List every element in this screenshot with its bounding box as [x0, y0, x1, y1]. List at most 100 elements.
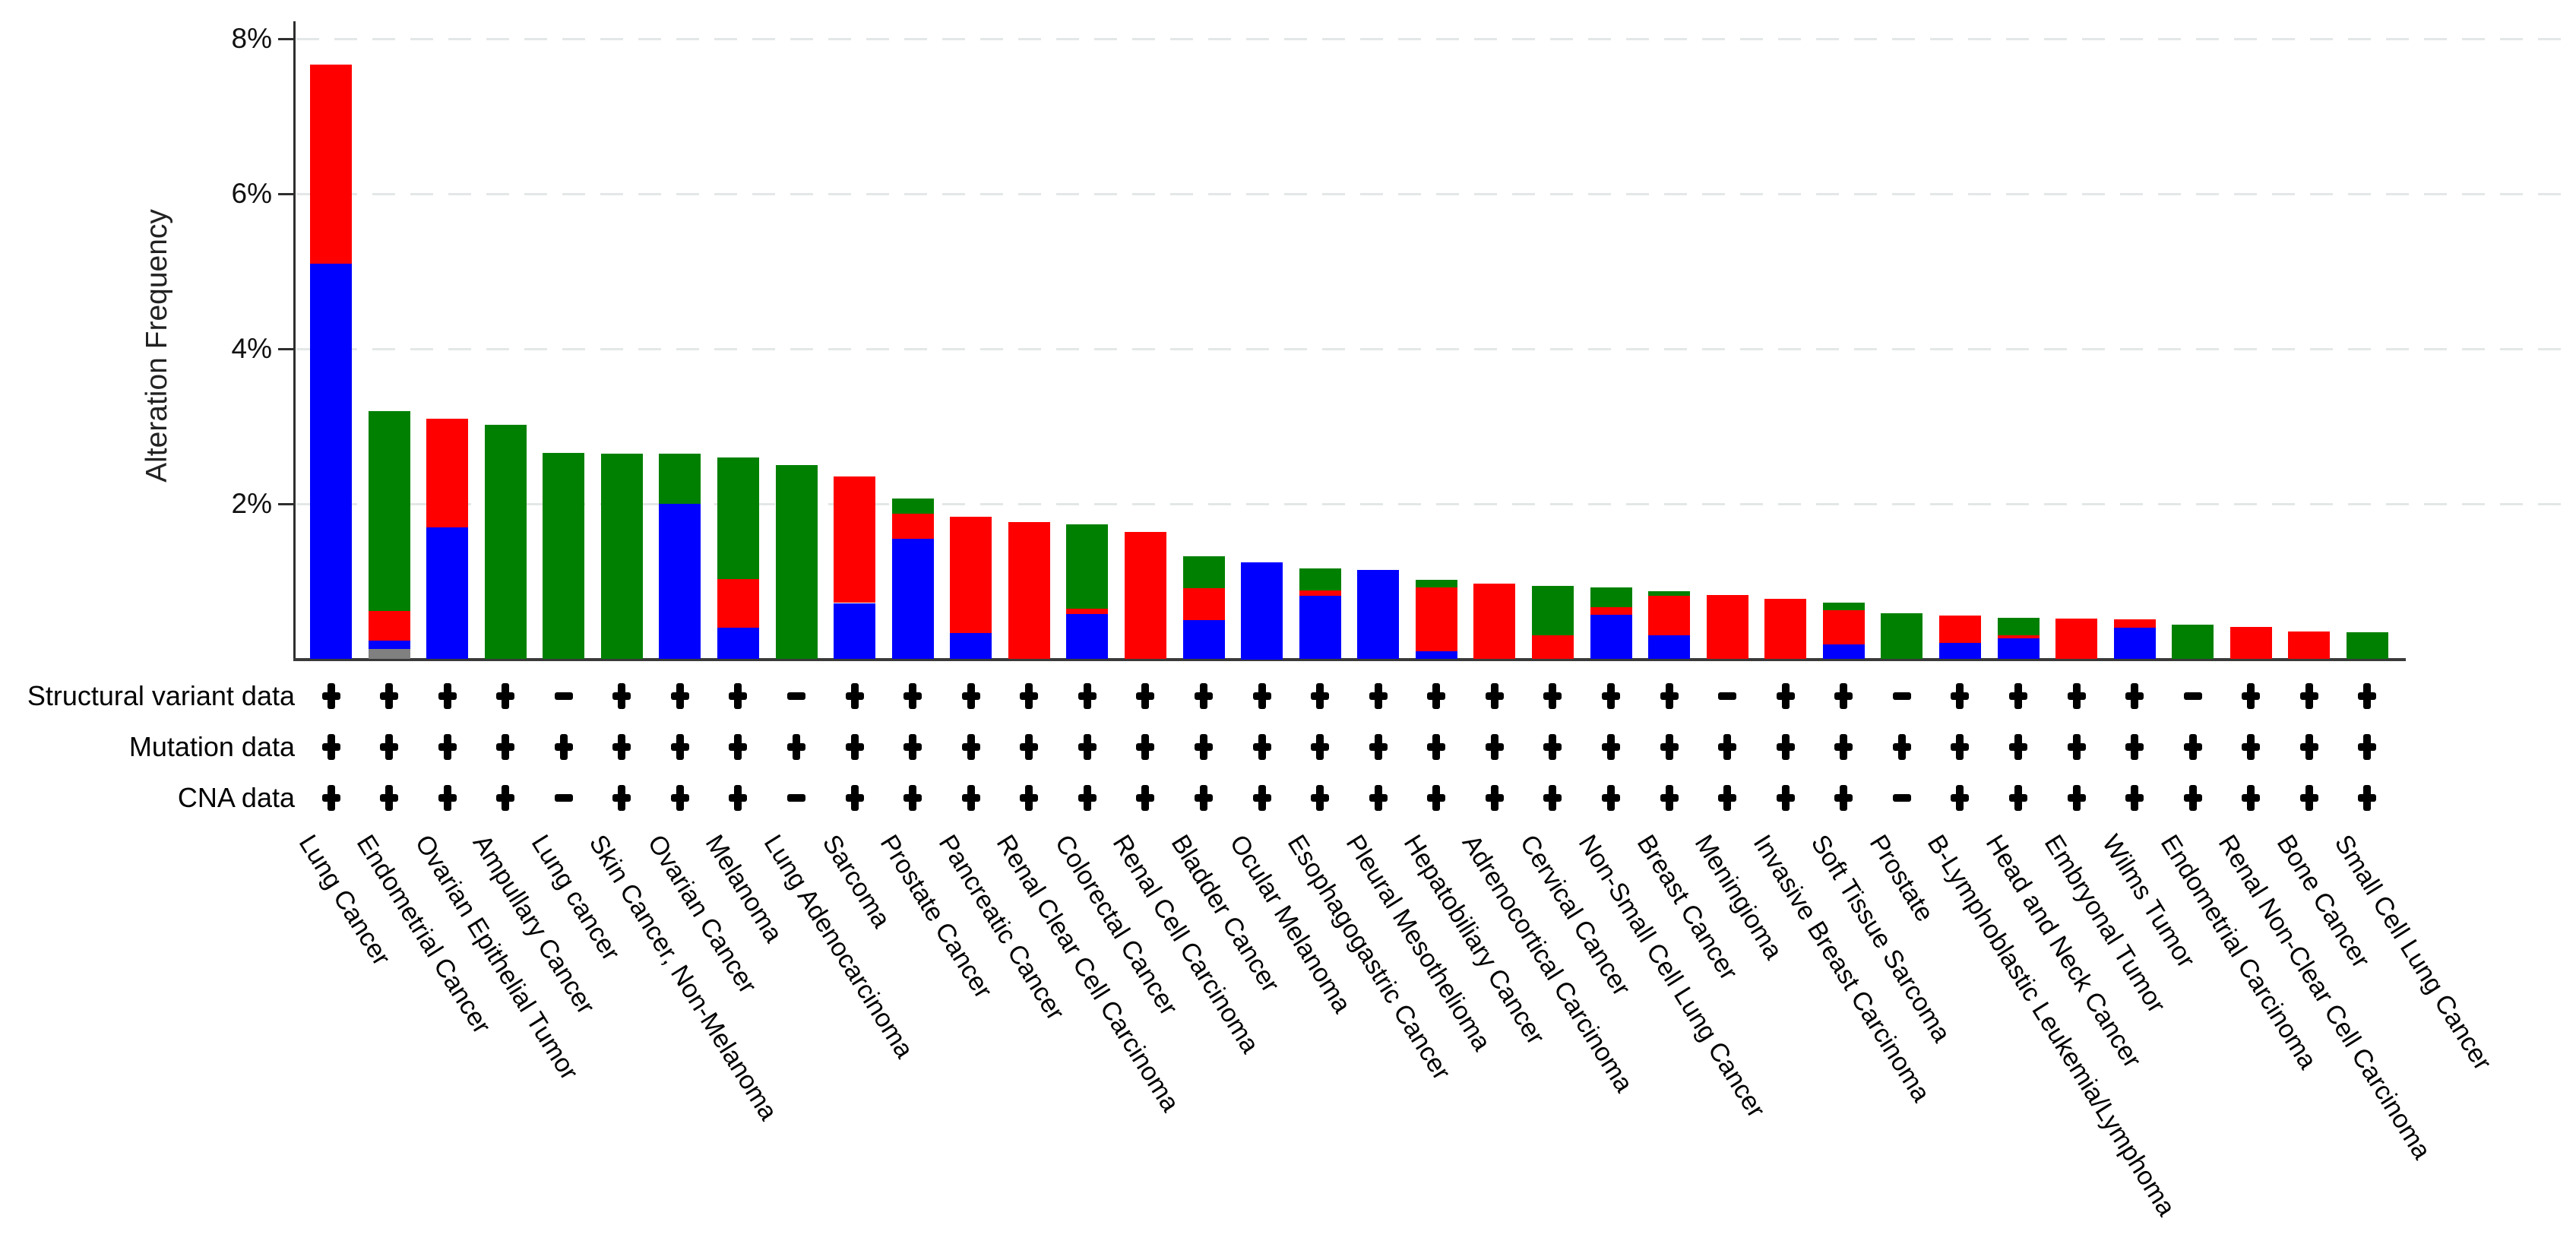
plus-icon	[845, 734, 864, 760]
bar-segment[interactable]	[1473, 584, 1516, 659]
bar-segment[interactable]	[1531, 586, 1574, 635]
bar-segment[interactable]	[1299, 596, 1341, 659]
bar-segment[interactable]	[2055, 619, 2098, 659]
plus-icon	[1834, 734, 1853, 760]
y-tick-label: 8%	[231, 23, 272, 54]
bar-segment[interactable]	[950, 517, 992, 633]
bar-segment[interactable]	[600, 454, 643, 659]
bar-segment[interactable]	[834, 476, 876, 603]
bar-segment[interactable]	[1997, 635, 2040, 638]
plus-icon	[321, 734, 340, 760]
bar-segment[interactable]	[2172, 625, 2214, 659]
bar-segment[interactable]	[1531, 635, 1574, 659]
bar-segment[interactable]	[2113, 628, 2156, 659]
bar-segment[interactable]	[1415, 651, 1457, 659]
bar-segment[interactable]	[891, 499, 934, 514]
plus-icon	[903, 734, 922, 760]
bar-segment[interactable]	[1881, 613, 1923, 659]
bar-segment[interactable]	[1590, 587, 1632, 607]
bar-segment[interactable]	[2288, 631, 2331, 659]
bar-segment[interactable]	[2346, 632, 2388, 659]
bar-segment[interactable]	[1357, 570, 1400, 659]
bar-segment[interactable]	[543, 453, 585, 659]
bar-segment[interactable]	[1124, 532, 1166, 659]
bar-segment[interactable]	[1706, 595, 1748, 659]
bar-segment[interactable]	[1590, 607, 1632, 615]
bar-segment[interactable]	[1648, 596, 1691, 635]
bar-segment[interactable]	[891, 514, 934, 539]
bar-segment[interactable]	[1241, 562, 1283, 660]
minus-icon	[787, 683, 806, 709]
bar-segment[interactable]	[1822, 603, 1865, 610]
bar-segment[interactable]	[426, 527, 469, 659]
bar-segment[interactable]	[484, 425, 527, 659]
plus-icon	[1485, 683, 1504, 709]
bar-segment[interactable]	[1997, 638, 2040, 659]
bar-segment[interactable]	[426, 419, 469, 527]
bar-segment[interactable]	[1938, 643, 1981, 659]
plus-icon	[1602, 683, 1621, 709]
bar-segment[interactable]	[1182, 588, 1225, 620]
bar-segment[interactable]	[717, 579, 759, 628]
plus-icon	[2125, 785, 2144, 811]
bar-segment[interactable]	[1822, 644, 1865, 659]
bar-segment[interactable]	[1590, 615, 1632, 659]
plus-icon	[729, 785, 748, 811]
bar-segment[interactable]	[1415, 587, 1457, 651]
minus-icon	[554, 683, 573, 709]
plus-icon	[438, 734, 457, 760]
bar-segment[interactable]	[1415, 580, 1457, 587]
bar-segment[interactable]	[1997, 618, 2040, 635]
plus-icon	[2358, 734, 2377, 760]
plus-icon	[496, 734, 515, 760]
plus-icon	[1718, 785, 1737, 811]
bar-segment[interactable]	[717, 457, 759, 579]
bar-segment[interactable]	[950, 633, 992, 659]
plus-icon	[729, 683, 748, 709]
bar-segment[interactable]	[1182, 556, 1225, 588]
track-label-structural-variant: Structural variant data	[27, 680, 295, 711]
plus-icon	[1020, 785, 1039, 811]
bar-segment[interactable]	[717, 628, 759, 659]
plus-icon	[1951, 785, 1970, 811]
bar-segment[interactable]	[834, 603, 876, 659]
bar-segment[interactable]	[1066, 609, 1109, 614]
bar-segment[interactable]	[775, 465, 818, 659]
plus-icon	[2242, 683, 2261, 709]
bar-segment[interactable]	[1648, 591, 1691, 596]
plus-icon	[1951, 734, 1970, 760]
plus-icon	[1427, 683, 1446, 709]
plus-icon	[2242, 785, 2261, 811]
plus-icon	[1369, 785, 1388, 811]
plus-icon	[845, 785, 864, 811]
bar-segment[interactable]	[1299, 590, 1341, 596]
grid-line	[296, 503, 2562, 505]
bar-segment[interactable]	[1008, 522, 1050, 659]
bar-segment[interactable]	[2229, 627, 2272, 659]
plus-icon	[2067, 785, 2086, 811]
bar-segment[interactable]	[368, 641, 410, 649]
bar-segment[interactable]	[1066, 614, 1109, 659]
bar-segment[interactable]	[1648, 635, 1691, 659]
bar-segment[interactable]	[310, 65, 352, 264]
bar-segment[interactable]	[1938, 616, 1981, 643]
plus-icon	[612, 683, 631, 709]
bar-segment[interactable]	[1182, 620, 1225, 659]
bar-segment[interactable]	[1764, 599, 1807, 659]
bar-segment[interactable]	[368, 611, 410, 641]
bar-segment[interactable]	[310, 264, 352, 659]
bar-segment[interactable]	[891, 539, 934, 659]
bar-segment[interactable]	[2113, 619, 2156, 628]
plus-icon	[1020, 734, 1039, 760]
plus-icon	[554, 734, 573, 760]
bar-segment[interactable]	[368, 411, 410, 611]
bar-segment[interactable]	[659, 454, 701, 504]
bar-segment[interactable]	[368, 649, 410, 659]
bar-segment[interactable]	[659, 504, 701, 659]
bar-segment[interactable]	[1822, 610, 1865, 644]
grid-line	[296, 348, 2562, 350]
bar-segment[interactable]	[1299, 568, 1341, 590]
plus-icon	[1427, 734, 1446, 760]
plus-icon	[2183, 734, 2202, 760]
bar-segment[interactable]	[1066, 524, 1109, 609]
